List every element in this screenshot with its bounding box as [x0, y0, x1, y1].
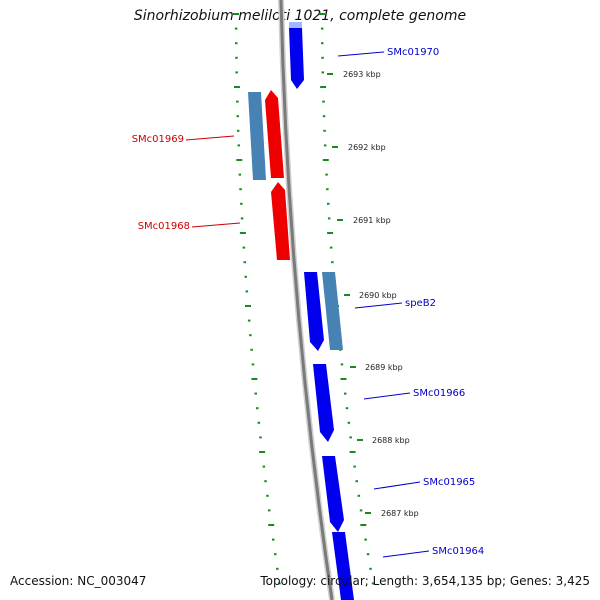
genome-backbone-line — [279, 0, 334, 600]
tick-label: 2691 kbp — [353, 216, 391, 225]
map-title: Sinorhizobium meliloti 1021, complete ge… — [133, 8, 467, 24]
tick-label: 2690 kbp — [359, 291, 397, 300]
gene-label-smc01968[interactable]: SMc01968 — [138, 221, 190, 232]
leader-line-smc01970 — [337, 51, 385, 57]
gene-label-speb2[interactable]: speB2 — [405, 298, 436, 309]
tick-label: 2687 kbp — [381, 509, 419, 518]
leader-line-smc01968 — [191, 222, 241, 228]
gene-label-smc01969[interactable]: SMc01969 — [132, 134, 184, 145]
tick-label: 2688 kbp — [372, 436, 410, 445]
gene-other-block-2 — [322, 272, 343, 350]
gene-label-smc01970[interactable]: SMc01970 — [387, 47, 439, 58]
gene-fragment-top — [289, 22, 302, 28]
gene-label-smc01966[interactable]: SMc01966 — [413, 388, 465, 399]
leader-line-smc01966 — [363, 392, 411, 400]
leader-line-smc01965 — [373, 481, 421, 490]
accession-text: Accession: NC_003047 — [10, 574, 147, 588]
gene-arrow-smc01964[interactable] — [332, 532, 354, 600]
gene-arrow-smc01969[interactable] — [265, 90, 284, 178]
leader-line-smc01964 — [382, 550, 430, 558]
gene-label-smc01965[interactable]: SMc01965 — [423, 477, 475, 488]
gene-arrow-smc01966[interactable] — [313, 364, 334, 442]
gene-arrow-speb2[interactable] — [304, 272, 324, 351]
gene-label-smc01964[interactable]: SMc01964 — [432, 546, 484, 557]
leader-line-speb2 — [354, 302, 403, 309]
tick-label: 2689 kbp — [365, 363, 403, 372]
gene-arrow-smc01968[interactable] — [271, 182, 290, 260]
gene-arrow-smc01970[interactable] — [289, 28, 304, 89]
kbp-scale: 2693 kbp 2692 kbp 2691 kbp 2690 kbp 2689… — [327, 70, 419, 518]
tick-label: 2693 kbp — [343, 70, 381, 79]
leader-line-smc01969 — [185, 135, 235, 141]
left-dotted-track — [233, 13, 281, 585]
gene-arrow-smc01965[interactable] — [322, 456, 344, 532]
gene-other-block-1 — [248, 92, 266, 180]
genome-summary-text: Topology: circular; Length: 3,654,135 bp… — [260, 574, 590, 588]
tick-label: 2692 kbp — [348, 143, 386, 152]
